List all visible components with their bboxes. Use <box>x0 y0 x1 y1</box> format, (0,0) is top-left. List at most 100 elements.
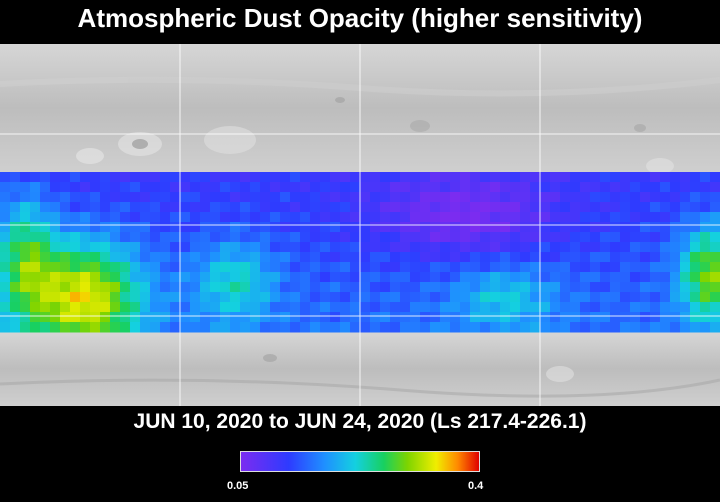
dust-cell <box>550 242 561 253</box>
dust-cell <box>650 302 661 313</box>
dust-cell <box>180 192 191 203</box>
dust-cell <box>570 232 581 243</box>
dust-cell <box>470 292 481 303</box>
dust-cell <box>290 252 301 263</box>
dust-cell <box>670 242 681 253</box>
dust-cell <box>560 252 571 263</box>
dust-cell <box>160 252 171 263</box>
dust-cell <box>510 232 521 243</box>
dust-cell <box>300 322 311 333</box>
dust-cell <box>180 262 191 273</box>
dust-cell <box>120 182 131 193</box>
dust-cell <box>140 262 151 273</box>
dust-cell <box>440 172 451 183</box>
dust-cell <box>560 242 571 253</box>
dust-cell <box>590 242 601 253</box>
dust-cell <box>340 252 351 263</box>
dust-cell <box>160 222 171 233</box>
dust-cell <box>220 202 231 213</box>
dust-cell <box>100 172 111 183</box>
graticule <box>0 44 720 406</box>
dust-cell <box>290 182 301 193</box>
dust-cell <box>630 272 641 283</box>
dust-cell <box>370 182 381 193</box>
dust-cell <box>100 272 111 283</box>
dust-cell <box>110 302 121 313</box>
dust-cell <box>700 272 711 283</box>
dust-cell <box>600 292 611 303</box>
dust-cell <box>400 302 411 313</box>
dust-cell <box>190 322 201 333</box>
dust-cell <box>590 202 601 213</box>
dust-cell <box>700 312 711 323</box>
dust-cell <box>220 262 231 273</box>
dust-cell <box>70 182 81 193</box>
dust-cell <box>340 182 351 193</box>
dust-cell <box>380 242 391 253</box>
dust-cell <box>160 212 171 223</box>
dust-cell <box>510 172 521 183</box>
dust-cell <box>670 212 681 223</box>
dust-cell <box>430 302 441 313</box>
dust-cell <box>30 172 41 183</box>
dust-cell <box>440 192 451 203</box>
dust-cell <box>200 312 211 323</box>
dust-cell <box>620 242 631 253</box>
dust-cell <box>490 182 501 193</box>
dust-cell <box>160 302 171 313</box>
dust-cell <box>130 272 141 283</box>
dust-cell <box>530 322 541 333</box>
dust-cell <box>80 212 91 223</box>
dust-cell <box>130 232 141 243</box>
dust-cell <box>290 212 301 223</box>
dust-cell <box>450 282 461 293</box>
dust-cell <box>140 312 151 323</box>
dust-cell <box>540 272 551 283</box>
dust-cell <box>290 202 301 213</box>
dust-cell <box>690 192 701 203</box>
dust-cell <box>280 262 291 273</box>
dust-cell <box>270 172 281 183</box>
dust-cell <box>500 172 511 183</box>
dust-cell <box>550 312 561 323</box>
dust-cell <box>710 252 720 263</box>
dust-cell <box>300 312 311 323</box>
dust-cell <box>690 242 701 253</box>
dust-cell <box>420 302 431 313</box>
dust-cell <box>170 292 181 303</box>
dust-cell <box>670 182 681 193</box>
dust-cell <box>90 192 101 203</box>
dust-cell <box>320 262 331 273</box>
dust-cell <box>200 202 211 213</box>
dust-cell <box>570 192 581 203</box>
dust-cell <box>240 222 251 233</box>
dust-cell <box>70 302 81 313</box>
dust-cell <box>530 202 541 213</box>
dust-cell <box>670 312 681 323</box>
dust-cell <box>440 182 451 193</box>
dust-cell <box>170 242 181 253</box>
dust-cell <box>510 262 521 273</box>
dust-cell <box>700 252 711 263</box>
dust-cell <box>100 202 111 213</box>
dust-cell <box>60 292 71 303</box>
dust-cell <box>330 232 341 243</box>
dust-cell <box>710 212 720 223</box>
dust-cell <box>700 192 711 203</box>
dust-cell <box>210 252 221 263</box>
dust-cell <box>210 172 221 183</box>
dust-cell <box>120 312 131 323</box>
dust-cell <box>470 232 481 243</box>
dust-cell <box>540 172 551 183</box>
dust-cell <box>660 302 671 313</box>
dust-cell <box>150 242 161 253</box>
dust-cell <box>180 202 191 213</box>
dust-cell <box>440 252 451 263</box>
dust-cell <box>280 182 291 193</box>
dust-cell <box>80 172 91 183</box>
dust-cell <box>10 212 21 223</box>
dust-cell <box>340 222 351 233</box>
dust-cell <box>630 172 641 183</box>
dust-cell <box>280 222 291 233</box>
dust-cell <box>650 322 661 333</box>
